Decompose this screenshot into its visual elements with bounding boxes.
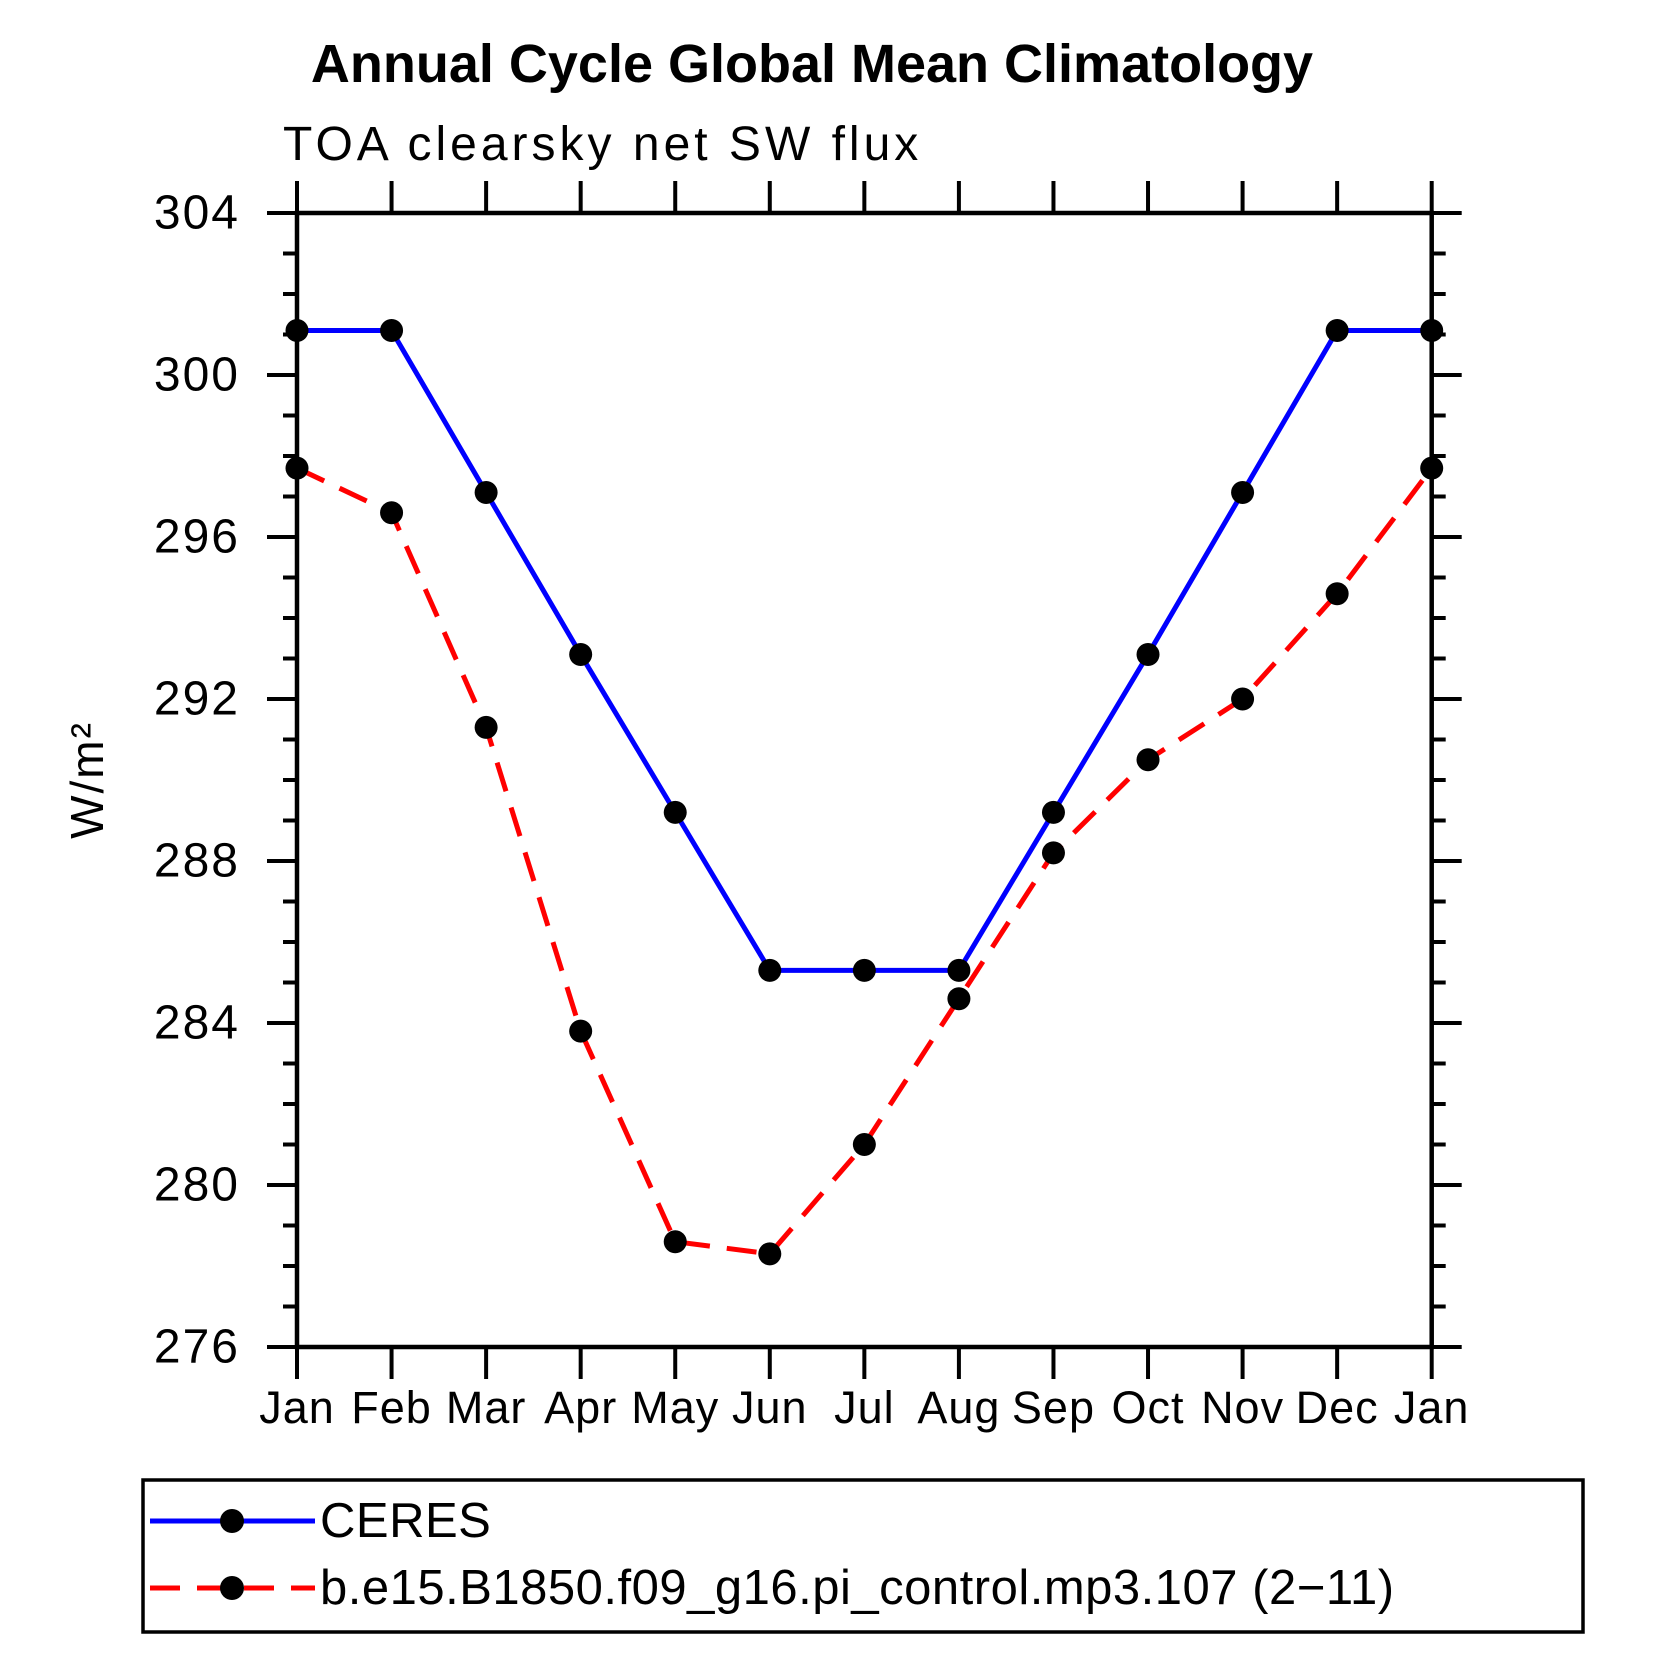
x-tick-label: Dec <box>1296 1382 1379 1433</box>
x-tick-label: May <box>631 1382 719 1433</box>
series-marker-ceres <box>758 958 782 982</box>
y-tick-label: 280 <box>154 1159 240 1212</box>
legend-label-model: b.e15.B1850.f09_g16.pi_control.mp3.107 (… <box>320 1561 1395 1615</box>
series-marker-model <box>852 1133 876 1156</box>
y-tick-label: 288 <box>154 835 240 888</box>
series-marker-model <box>1420 456 1444 480</box>
series-marker-model <box>569 1019 593 1043</box>
legend-label-ceres: CERES <box>320 1494 491 1548</box>
series-marker-model <box>1325 582 1349 606</box>
series-marker-ceres <box>852 958 876 982</box>
y-tick-label: 304 <box>154 187 240 240</box>
series-marker-ceres <box>947 958 971 982</box>
chart-title: Annual Cycle Global Mean Climatology <box>311 34 1313 94</box>
series-marker-ceres <box>1420 318 1444 342</box>
series-marker-ceres <box>663 800 687 824</box>
series-marker-model <box>947 987 971 1011</box>
y-tick-label: 284 <box>154 997 240 1050</box>
y-tick-label: 292 <box>154 673 240 726</box>
y-tick-label: 296 <box>154 511 240 564</box>
legend-item-model: b.e15.B1850.f09_g16.pi_control.mp3.107 (… <box>150 1561 1395 1615</box>
legend: CERES b.e15.B1850.f09_g16.pi_control.mp3… <box>141 1478 1585 1634</box>
legend-marker-model <box>220 1576 244 1600</box>
series-marker-model <box>758 1242 782 1266</box>
series-marker-ceres <box>1136 642 1160 666</box>
series-marker-ceres <box>1231 480 1255 504</box>
series-marker-model <box>1136 748 1160 772</box>
y-axis-label: W/m² <box>61 721 113 839</box>
x-tick-label: Apr <box>544 1382 617 1433</box>
series-marker-ceres <box>285 318 309 342</box>
series-marker-model <box>663 1230 687 1254</box>
series-marker-ceres <box>380 318 404 342</box>
x-tick-label: Sep <box>1012 1382 1095 1433</box>
x-tick-label: Jan <box>259 1382 335 1433</box>
x-tick-label: Jan <box>1394 1382 1470 1433</box>
x-tick-label: Mar <box>446 1382 527 1433</box>
y-tick-label: 300 <box>154 349 240 402</box>
legend-marker-ceres <box>220 1509 244 1533</box>
plot-area: 276 280 284 288 292 296 300 304 Jan Feb Mar Apr May J… <box>154 181 1470 1433</box>
series-marker-model <box>380 501 404 525</box>
series-marker-model <box>285 456 309 480</box>
legend-box <box>141 1478 1585 1634</box>
x-tick-label: Jun <box>732 1382 808 1433</box>
legend-item-ceres: CERES <box>150 1494 491 1548</box>
y-tick-label: 276 <box>154 1321 240 1374</box>
x-tick-label: Nov <box>1201 1382 1284 1433</box>
series-marker-model <box>474 715 498 739</box>
series-marker-model <box>1041 841 1065 865</box>
x-tick-label: Feb <box>351 1382 432 1433</box>
series-marker-model <box>1231 687 1255 711</box>
x-tick-label: Aug <box>917 1382 1000 1433</box>
series-marker-ceres <box>1325 318 1349 342</box>
x-tick-label: Oct <box>1112 1382 1185 1433</box>
series-marker-ceres <box>569 642 593 666</box>
chart-subtitle: TOA clearsky net SW flux <box>283 118 922 171</box>
series-marker-ceres <box>1041 800 1065 824</box>
x-tick-label: Jul <box>834 1382 895 1433</box>
series-marker-ceres <box>474 480 498 504</box>
